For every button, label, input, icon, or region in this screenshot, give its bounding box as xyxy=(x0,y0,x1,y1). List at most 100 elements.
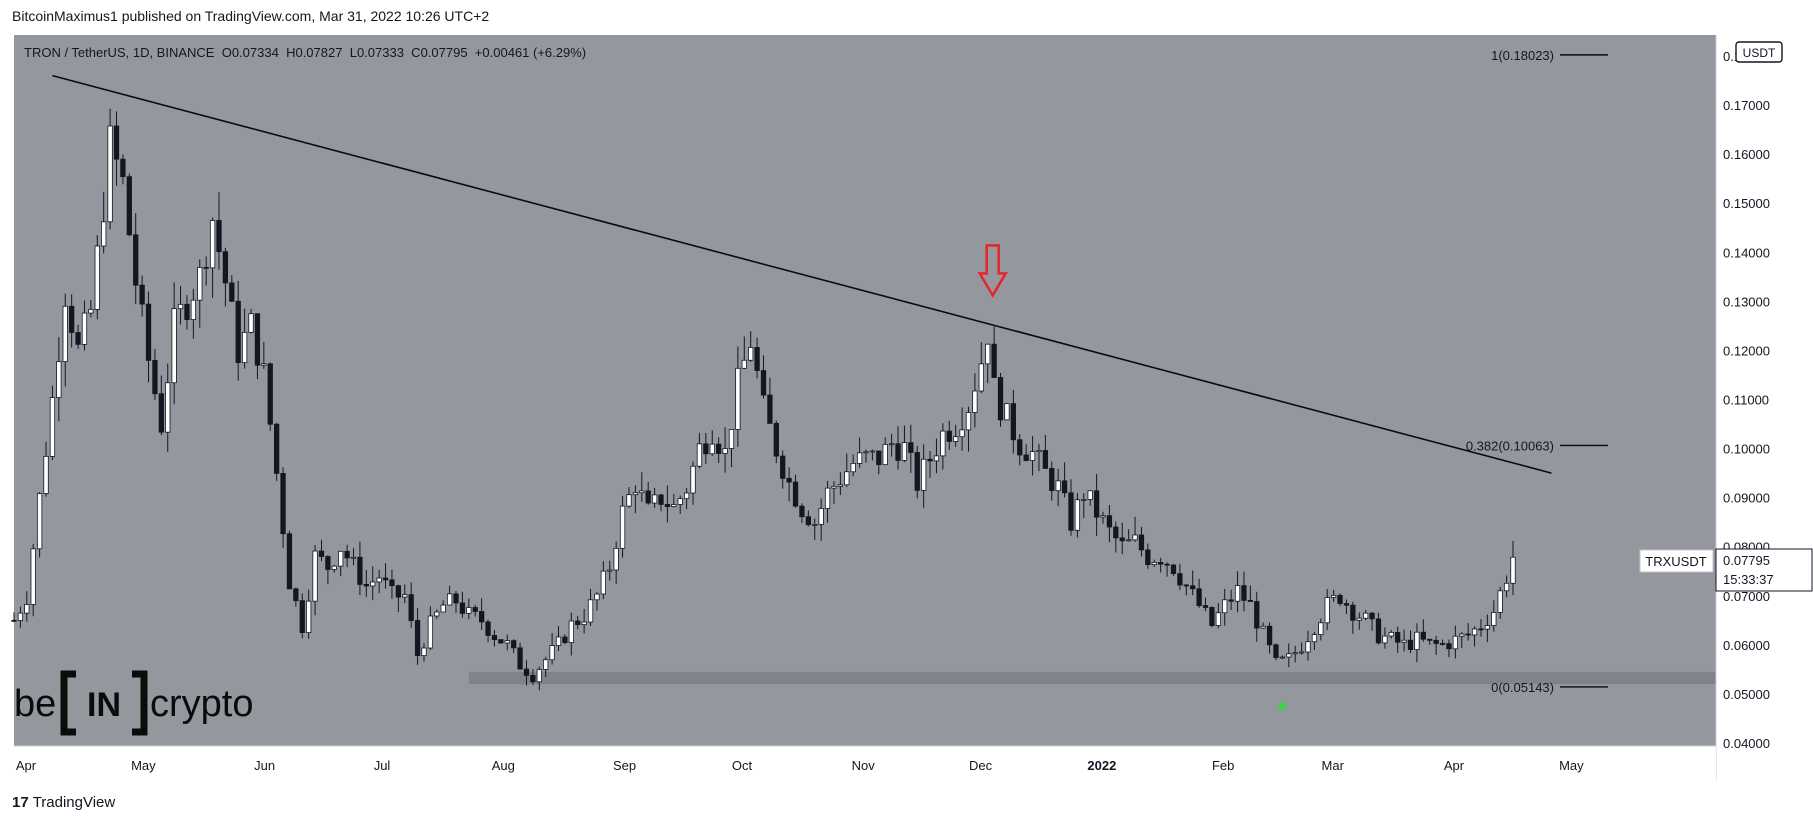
candle-body xyxy=(1318,622,1324,635)
candle-body xyxy=(446,593,453,606)
candle-body xyxy=(254,313,261,366)
candle-body xyxy=(619,505,626,549)
x-tick-label: Aug xyxy=(492,758,515,773)
candle-body xyxy=(350,556,357,559)
candle-body xyxy=(139,284,145,305)
y-tick-label: 0.16000 xyxy=(1723,147,1770,162)
chart-area[interactable] xyxy=(14,35,1716,781)
candle-body xyxy=(1106,515,1113,528)
candle-body xyxy=(1010,403,1016,441)
candle-body xyxy=(184,303,190,320)
candle-body xyxy=(145,303,152,361)
candle-body xyxy=(1125,539,1132,542)
candle-body xyxy=(402,594,408,598)
candle-body xyxy=(1113,526,1119,539)
candle-body xyxy=(312,550,318,602)
y-tick-label: 0.17000 xyxy=(1723,98,1770,113)
candle-body xyxy=(1145,549,1151,565)
candle-body xyxy=(722,448,728,454)
candle-body xyxy=(767,394,773,424)
candle-body xyxy=(760,370,767,396)
candle-body xyxy=(235,300,241,364)
candle-body xyxy=(1209,607,1215,626)
candle-body xyxy=(754,347,760,371)
candle-body xyxy=(203,266,209,269)
candle-body xyxy=(1247,599,1253,602)
tradingview-brand: TradingView xyxy=(32,794,116,811)
candle-body xyxy=(306,600,312,633)
candle-body xyxy=(222,251,229,284)
candle-body xyxy=(850,462,856,473)
candle-body xyxy=(344,550,350,559)
x-tick-label: Feb xyxy=(1212,758,1234,773)
published-line: BitcoinMaximus1 published on TradingView… xyxy=(12,8,490,24)
candle-body xyxy=(575,620,581,626)
candle-body xyxy=(286,533,293,590)
candle-body xyxy=(1305,641,1311,653)
candle-body xyxy=(1369,612,1375,620)
candle-body xyxy=(491,635,498,640)
x-tick-label: Apr xyxy=(1444,758,1465,773)
candle-body xyxy=(645,490,651,504)
candle-body xyxy=(267,363,273,425)
candle-body xyxy=(799,505,805,518)
candle-body xyxy=(75,332,81,345)
candle-body xyxy=(812,523,818,526)
y-tick-label: 0.11000 xyxy=(1723,393,1769,408)
descending-trendline[interactable] xyxy=(52,74,1552,474)
candle-body xyxy=(1388,631,1394,637)
candle-body xyxy=(165,382,171,433)
candle-body xyxy=(978,363,984,392)
time-scale-bg[interactable] xyxy=(14,746,1716,781)
candle-body xyxy=(17,612,24,621)
candle-body xyxy=(1029,451,1036,461)
candle-body xyxy=(831,485,837,489)
price-tag[interactable]: TRXUSDT 0.07795 15:33:37 xyxy=(1639,548,1813,592)
candle-body xyxy=(1241,585,1247,601)
candle-body xyxy=(555,636,562,646)
logo-bracket-left-icon xyxy=(60,670,76,736)
candle-body xyxy=(69,305,75,333)
y-tick-label: 0.12000 xyxy=(1723,343,1770,358)
candle-body xyxy=(88,308,94,314)
candle-body xyxy=(613,547,619,571)
candle-body xyxy=(280,473,286,535)
candle-body xyxy=(94,245,100,310)
x-tick-label: Oct xyxy=(732,758,753,773)
low-value: 0.07333 xyxy=(356,45,404,60)
candle-body xyxy=(1311,634,1318,643)
candle-body xyxy=(152,359,158,395)
candle-body xyxy=(587,599,594,623)
candle-body xyxy=(594,593,600,601)
candle-body xyxy=(331,565,337,570)
support-zone[interactable] xyxy=(468,671,1716,685)
candle-body xyxy=(62,305,68,362)
candle-body xyxy=(895,443,901,461)
candle-body xyxy=(536,669,542,683)
candle-body xyxy=(1170,564,1177,574)
candle-body xyxy=(504,640,510,644)
candle-body xyxy=(921,458,927,491)
candle-body xyxy=(177,303,184,310)
tradingview-footer[interactable]: 17 TradingView xyxy=(12,794,115,811)
candle-body xyxy=(703,443,709,455)
candle-body xyxy=(1298,651,1305,654)
currency-button[interactable]: USDT xyxy=(1735,41,1783,63)
candle-body xyxy=(607,569,613,572)
candle-body xyxy=(1049,468,1055,492)
ticker-legend[interactable]: TRON / TetherUS, 1D, BINANCE O0.07334 H0… xyxy=(24,45,586,60)
candle-body xyxy=(1478,628,1484,631)
candle-body xyxy=(639,490,645,494)
candle-body xyxy=(453,593,459,604)
candle-body xyxy=(36,493,43,550)
open-label: O xyxy=(221,45,232,60)
y-tick-label: 0.13000 xyxy=(1723,294,1770,309)
candle-body xyxy=(1446,643,1452,650)
candle-body xyxy=(581,621,587,626)
fib-level-label: 0.382(0.10063) xyxy=(1466,438,1554,453)
x-tick-label: Mar xyxy=(1322,758,1345,773)
candle-body xyxy=(478,611,485,623)
candle-body xyxy=(863,451,869,454)
price-scale-bg[interactable] xyxy=(1716,35,1812,746)
